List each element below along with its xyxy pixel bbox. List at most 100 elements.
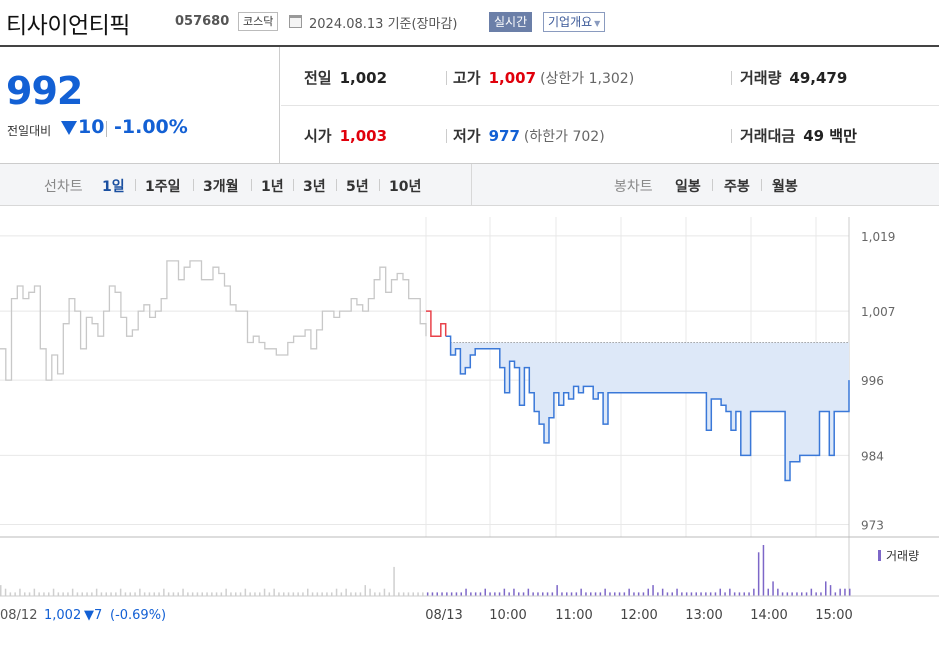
tab-10y[interactable]: 10년 (389, 179, 422, 195)
volume-bar (436, 592, 438, 596)
tab-daily[interactable]: 일봉 (675, 179, 701, 195)
upper-limit: (상한가 1,302) (540, 71, 635, 87)
volume-bar (532, 592, 534, 596)
high-value: 1,007 (488, 69, 537, 87)
volume-bar (417, 592, 419, 596)
volume-bar (551, 592, 554, 596)
tab-weekly[interactable]: 주봉 (724, 179, 750, 195)
volume-bar (52, 588, 55, 596)
y-tick-label: 1,019 (861, 230, 895, 244)
tab-3m[interactable]: 3개월 (203, 179, 239, 195)
prev-day-close: 1,002 (44, 608, 81, 623)
volume-bar (230, 592, 232, 596)
tab-divider (193, 179, 194, 191)
volume-bar (767, 588, 769, 596)
volume-bar (498, 592, 501, 596)
volume-bar (446, 592, 448, 596)
above-prev-close-line (426, 310, 447, 337)
tab-1y[interactable]: 1년 (261, 179, 284, 195)
volume-bar (292, 592, 295, 596)
volume-bar (801, 592, 803, 596)
volume-bar (484, 588, 486, 596)
volume-bar (19, 588, 21, 596)
volume-bar (513, 588, 515, 596)
prev-day-change: ▼7 (84, 608, 102, 623)
volume-bar (805, 592, 808, 596)
volume-bar (685, 592, 688, 596)
volume-bar (163, 588, 165, 596)
volume-bar (431, 592, 434, 596)
volume-bar (182, 588, 184, 596)
volume-bar (402, 592, 405, 596)
volume-bar (777, 588, 779, 596)
volume-bar (24, 592, 26, 596)
volume-bar (825, 581, 827, 596)
volume-bar (556, 585, 558, 596)
volume-bar (733, 592, 736, 596)
company-overview-label: 기업개요 (548, 15, 593, 29)
company-overview-dropdown[interactable]: 기업개요 ▼ (543, 12, 606, 32)
volume-bar (618, 592, 621, 596)
volume-bar (278, 592, 280, 596)
volume-bar (604, 588, 606, 596)
volume-bar (542, 592, 544, 596)
volume-bar (566, 592, 568, 596)
tab-1w[interactable]: 1주일 (145, 179, 181, 195)
volume-bar (407, 592, 410, 596)
low-cell: 저가 977 (하한가 702) (453, 125, 605, 146)
volume-bar (43, 592, 45, 596)
prev-day-date: 08/12 (0, 608, 37, 623)
volume-bar (263, 588, 266, 596)
volume-bar (321, 592, 323, 596)
high-cell: 고가 1,007 (상한가 1,302) (453, 67, 634, 88)
x-tick-label: 11:00 (555, 608, 592, 623)
market-badge: 코스닥 (238, 12, 279, 31)
volume-bar (657, 592, 659, 596)
volume-bar (666, 592, 669, 596)
volume-bar (786, 592, 789, 596)
high-label: 고가 (453, 69, 481, 87)
volume-bar (652, 585, 654, 596)
volume-bar (393, 566, 395, 596)
volume-bar (48, 592, 50, 596)
volume-bar (316, 592, 319, 596)
volume-bar (796, 592, 798, 596)
volume-bar (729, 588, 731, 596)
volume-bar (364, 585, 366, 596)
volume-bar (537, 592, 539, 596)
volume-bar (724, 592, 726, 596)
amount-value: 49 백만 (803, 127, 857, 145)
tab-monthly[interactable]: 월봉 (772, 179, 798, 195)
realtime-button[interactable]: 실시간 (489, 12, 533, 32)
volume-bar (307, 588, 309, 596)
volume-bar (153, 592, 155, 596)
volume-bar (196, 592, 199, 596)
volume-bar (508, 592, 510, 596)
volume-bar (57, 592, 60, 596)
volume-bar (412, 592, 414, 596)
volume-bar (95, 588, 98, 596)
volume-bar (676, 588, 678, 596)
volume-bar (743, 592, 745, 596)
volume-legend-swatch (878, 550, 881, 561)
volume-bar (474, 592, 477, 596)
volume-bar (326, 592, 328, 596)
volume-bar (335, 588, 338, 596)
tab-3y[interactable]: 3년 (303, 179, 326, 195)
volume-bar (561, 592, 563, 596)
volume-bar (201, 592, 203, 596)
volume-bar (575, 592, 578, 596)
volume-bar (110, 592, 112, 596)
volume-bar (628, 588, 630, 596)
below-prev-close-fill (450, 342, 849, 481)
amount-label: 거래대금 (740, 127, 796, 145)
tab-divider (135, 179, 136, 191)
tab-5y[interactable]: 5년 (346, 179, 369, 195)
volume-bar (738, 592, 741, 596)
price-chart[interactable]: 1,019 1,007 996 984 973 거래량 08/13 10:00 11:00 1… (0, 207, 939, 648)
volume-bar (460, 592, 462, 596)
volume-bar (177, 592, 179, 596)
y-tick-label: 996 (861, 374, 884, 388)
tab-1d[interactable]: 1일 (102, 179, 125, 195)
volume-bar (134, 592, 136, 596)
